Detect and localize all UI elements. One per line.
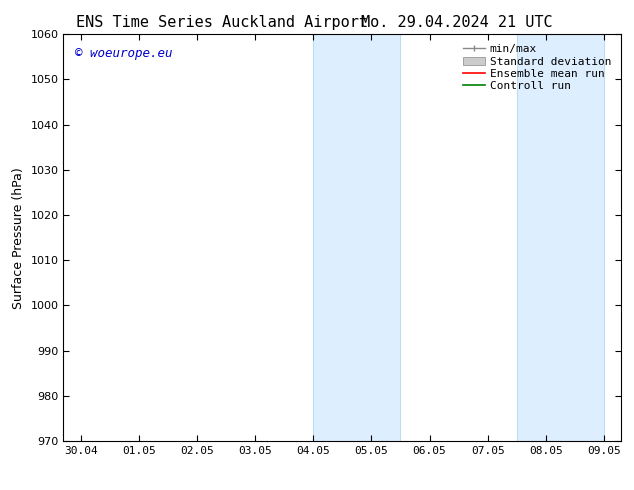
Bar — [313, 34, 401, 441]
Text: ENS Time Series Auckland Airport: ENS Time Series Auckland Airport — [76, 15, 368, 30]
Legend: min/max, Standard deviation, Ensemble mean run, Controll run: min/max, Standard deviation, Ensemble me… — [459, 40, 616, 96]
Bar — [517, 34, 604, 441]
Text: Mo. 29.04.2024 21 UTC: Mo. 29.04.2024 21 UTC — [361, 15, 552, 30]
Y-axis label: Surface Pressure (hPa): Surface Pressure (hPa) — [12, 167, 25, 309]
Text: © woeurope.eu: © woeurope.eu — [75, 47, 172, 59]
